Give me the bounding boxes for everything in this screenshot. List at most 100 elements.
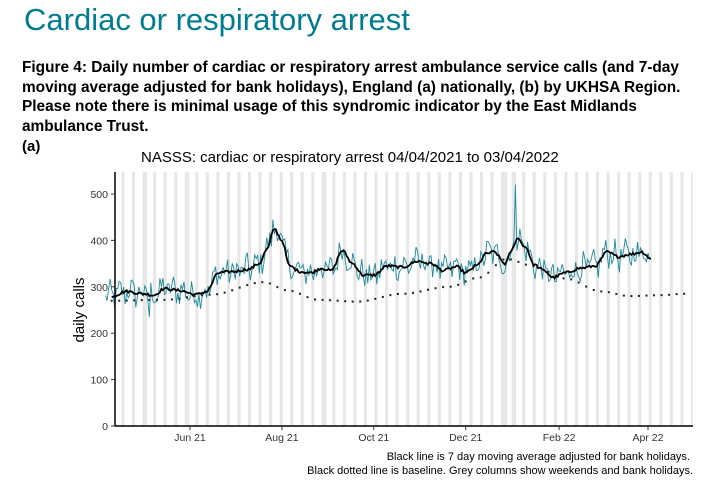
- baseline-point: [600, 290, 603, 293]
- weekend-column: [364, 172, 366, 426]
- weekend-column: [448, 172, 450, 426]
- panel-label: (a): [22, 138, 41, 155]
- baseline-point: [675, 293, 678, 296]
- y-tick-label: 300: [90, 282, 108, 294]
- weekend-column: [133, 172, 136, 426]
- weekend-column: [534, 172, 536, 426]
- baseline-point: [193, 295, 196, 298]
- weekend-column: [596, 172, 598, 426]
- baseline-point: [366, 299, 369, 302]
- weekend-column: [586, 172, 589, 426]
- weekend-column: [671, 172, 673, 426]
- y-tick-label: 400: [90, 235, 108, 247]
- weekend-column: [522, 172, 524, 426]
- baseline-point: [344, 300, 347, 303]
- weekend-column: [174, 172, 176, 426]
- weekend-column: [481, 172, 484, 426]
- weekend-column: [513, 172, 515, 426]
- weekend-column: [291, 172, 294, 426]
- weekend-column: [344, 172, 346, 426]
- baseline-point: [509, 258, 512, 261]
- baseline-point: [562, 277, 565, 280]
- weekend-column: [290, 172, 292, 426]
- baseline-point: [517, 260, 520, 263]
- weekend-column: [469, 172, 471, 426]
- weekend-column: [333, 172, 336, 426]
- weekend-column: [576, 172, 578, 426]
- weekend-column: [354, 172, 357, 426]
- weekend-column: [281, 172, 283, 426]
- x-tick-label: Oct 21: [358, 432, 389, 444]
- baseline-point: [449, 285, 452, 288]
- weekend-column: [680, 172, 682, 426]
- weekend-column: [144, 172, 146, 426]
- baseline-point: [427, 288, 430, 291]
- baseline-point: [494, 264, 497, 267]
- weekend-column: [439, 172, 441, 426]
- baseline-point: [359, 300, 362, 303]
- weekend-column: [574, 172, 577, 426]
- baseline-point: [630, 295, 633, 298]
- x-tick-label: Feb 22: [543, 432, 576, 444]
- figure-caption: Figure 4: Daily number of cardiac or res…: [22, 59, 681, 135]
- weekend-column: [397, 172, 399, 426]
- weekend-column: [207, 172, 209, 426]
- baseline-point: [306, 296, 309, 299]
- weekend-column: [406, 172, 408, 426]
- weekend-column: [121, 172, 123, 426]
- baseline-point: [170, 298, 173, 301]
- weekend-column: [407, 172, 410, 426]
- weekend-column: [428, 172, 431, 426]
- baseline-point: [607, 291, 610, 294]
- weekend-column: [458, 172, 461, 426]
- weekend-column: [480, 172, 482, 426]
- weekend-column: [437, 172, 440, 426]
- weekend-column: [470, 172, 473, 426]
- weekend-column: [312, 172, 315, 426]
- weekend-column: [505, 172, 508, 426]
- baseline-point: [118, 299, 121, 302]
- weekend-column: [681, 172, 684, 426]
- baseline-point: [585, 285, 588, 288]
- baseline-point: [472, 277, 475, 280]
- baseline-point: [201, 294, 204, 297]
- weekend-column: [187, 172, 190, 426]
- baseline-point: [336, 299, 339, 302]
- baseline-point: [660, 294, 663, 297]
- y-axis-title: daily calls: [71, 277, 88, 342]
- baseline-point: [411, 291, 414, 294]
- weekend-column: [514, 172, 517, 426]
- weekend-column: [532, 172, 535, 426]
- weekend-column: [564, 172, 566, 426]
- weekend-column: [490, 172, 493, 426]
- baseline-point: [464, 280, 467, 283]
- note-baseline: Black dotted line is baseline. Grey colu…: [307, 465, 693, 477]
- weekend-column: [205, 172, 208, 426]
- weekend-column: [323, 172, 325, 426]
- axes-layer: 0 100 200 300 400 500 Jun 21 Aug 21 Oct 21 Dec 21…: [90, 172, 693, 444]
- baseline-point: [637, 294, 640, 297]
- note-moving-average: Black line is 7 day moving average adjus…: [387, 451, 690, 463]
- weekend-column: [184, 172, 187, 426]
- baseline-point: [155, 298, 158, 301]
- weekend-column: [618, 172, 621, 426]
- baseline-point: [216, 293, 219, 296]
- weekend-column: [195, 172, 197, 426]
- baseline-point: [442, 286, 445, 289]
- weekend-column: [669, 172, 672, 426]
- baseline-point: [314, 298, 317, 301]
- baseline-point: [547, 270, 550, 273]
- x-tick-label: Aug 21: [265, 432, 298, 444]
- weekend-column: [492, 172, 494, 426]
- weekend-column: [342, 172, 345, 426]
- baseline-point: [140, 299, 143, 302]
- baseline-point: [381, 295, 384, 298]
- weekend-column: [332, 172, 334, 426]
- baseline-point: [125, 299, 128, 302]
- weekend-column: [238, 172, 241, 426]
- baseline-point: [253, 282, 256, 285]
- weekend-column: [153, 172, 155, 426]
- baseline-point: [261, 281, 264, 284]
- baseline-point: [283, 289, 286, 292]
